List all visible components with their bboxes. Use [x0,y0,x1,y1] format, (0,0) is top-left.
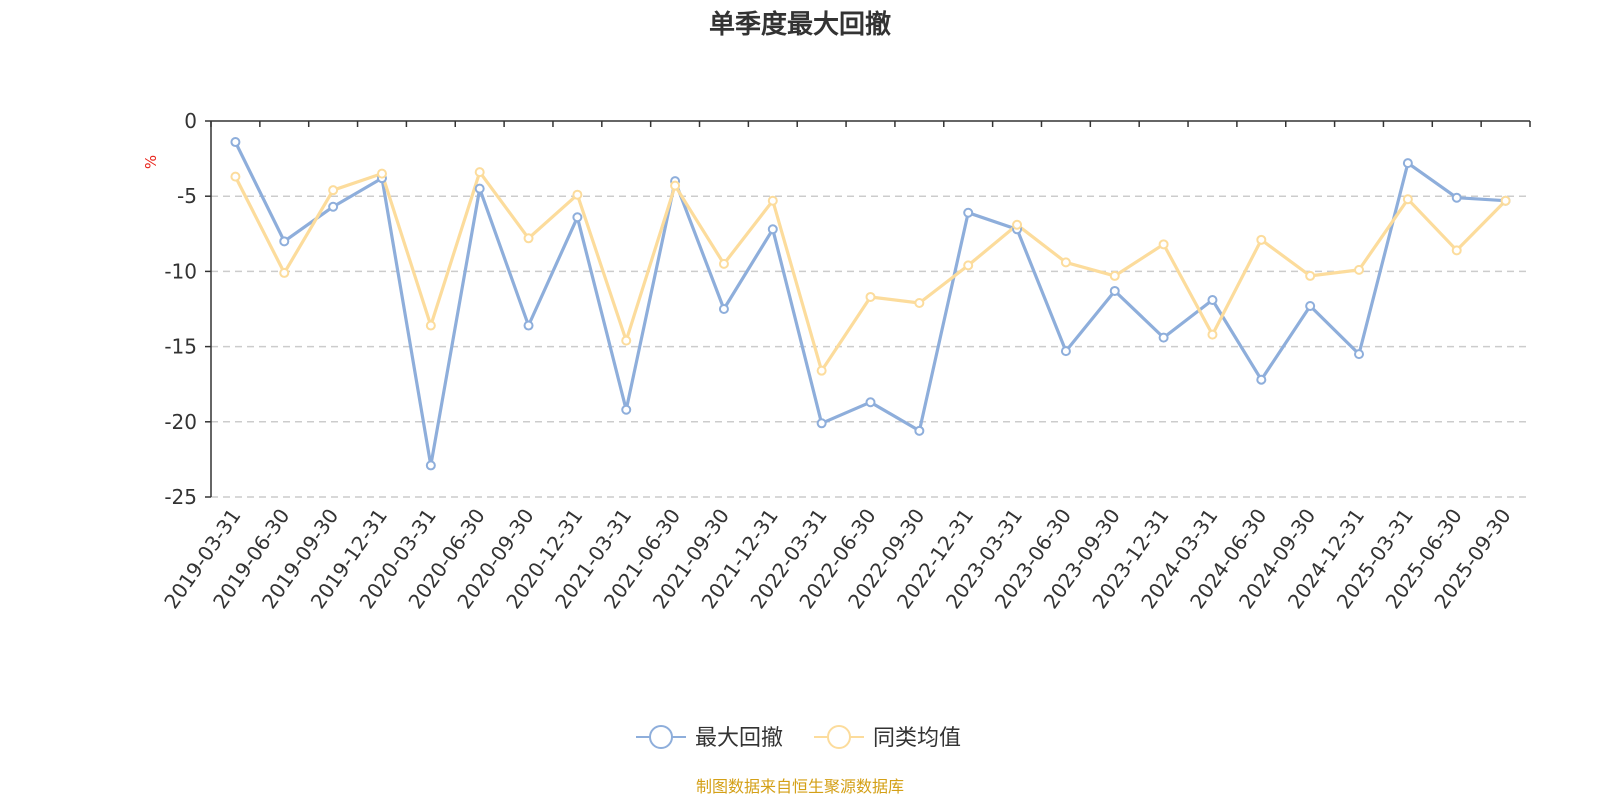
series-1-point[interactable] [1257,236,1265,244]
series-1-point[interactable] [1208,331,1216,339]
series-1-point[interactable] [915,299,923,307]
chart-title: 单季度最大回撤 [709,9,891,40]
series-1-point[interactable] [1160,240,1168,248]
series-1-point[interactable] [231,173,239,181]
series-0-point[interactable] [818,419,826,427]
series-0-point[interactable] [329,203,337,211]
series-0-point[interactable] [1306,302,1314,310]
series-0-point[interactable] [867,398,875,406]
chart-svg: 单季度最大回撤 % 0-5-10-15-20-252019-03-312019-… [0,0,1600,800]
series-1-point[interactable] [769,197,777,205]
series-0-point[interactable] [1257,376,1265,384]
series-0-point[interactable] [427,461,435,469]
series-1-point[interactable] [476,168,484,176]
series-0-point[interactable] [769,225,777,233]
series-0-point[interactable] [573,213,581,221]
series-1-point[interactable] [622,337,630,345]
axis-layer: 0-5-10-15-20-252019-03-312019-06-302019-… [159,109,1530,613]
series-0-point[interactable] [720,305,728,313]
series-1-point[interactable] [525,234,533,242]
series-1-point[interactable] [573,191,581,199]
y-tick-label: 0 [184,109,197,133]
legend-symbol-0[interactable] [650,726,672,748]
legend-symbol-1[interactable] [828,726,850,748]
y-tick-label: -15 [164,335,197,359]
series-1-point[interactable] [1355,266,1363,274]
series-0-point[interactable] [280,237,288,245]
series-line-0 [235,142,1505,465]
series-0-point[interactable] [915,427,923,435]
series-1-point[interactable] [818,367,826,375]
series-1-point[interactable] [280,269,288,277]
series-1-point[interactable] [427,322,435,330]
series-1-point[interactable] [329,186,337,194]
series-0-point[interactable] [1111,287,1119,295]
series-1-point[interactable] [1062,258,1070,266]
grid-layer [211,196,1530,497]
series-1-point[interactable] [1502,197,1510,205]
legend[interactable]: 最大回撤 同类均值 [636,726,961,751]
y-tick-label: -10 [164,259,197,283]
series-1-point[interactable] [867,293,875,301]
y-tick-label: -5 [177,184,197,208]
series-0-point[interactable] [476,185,484,193]
series-1-point[interactable] [1404,195,1412,203]
series-layer [231,138,1509,469]
series-1-point[interactable] [1453,246,1461,254]
series-0-point[interactable] [1160,334,1168,342]
y-tick-label: -20 [164,410,197,434]
series-0-point[interactable] [1355,350,1363,358]
series-1-point[interactable] [720,260,728,268]
series-1-point[interactable] [964,261,972,269]
series-0-point[interactable] [1453,194,1461,202]
series-1-point[interactable] [1111,272,1119,280]
series-0-point[interactable] [231,138,239,146]
legend-label-1[interactable]: 同类均值 [873,726,961,751]
series-0-point[interactable] [525,322,533,330]
series-0-point[interactable] [1062,347,1070,355]
series-1-point[interactable] [1013,221,1021,229]
series-1-point[interactable] [378,170,386,178]
legend-label-0[interactable]: 最大回撤 [695,726,783,751]
series-1-point[interactable] [671,182,679,190]
series-0-point[interactable] [1404,159,1412,167]
series-0-point[interactable] [622,406,630,414]
series-0-point[interactable] [964,209,972,217]
y-tick-label: -25 [164,485,197,509]
series-0-point[interactable] [1208,296,1216,304]
data-source-note: 制图数据来自恒生聚源数据库 [696,777,904,796]
y-axis-unit-label: % [142,155,160,169]
series-1-point[interactable] [1306,272,1314,280]
